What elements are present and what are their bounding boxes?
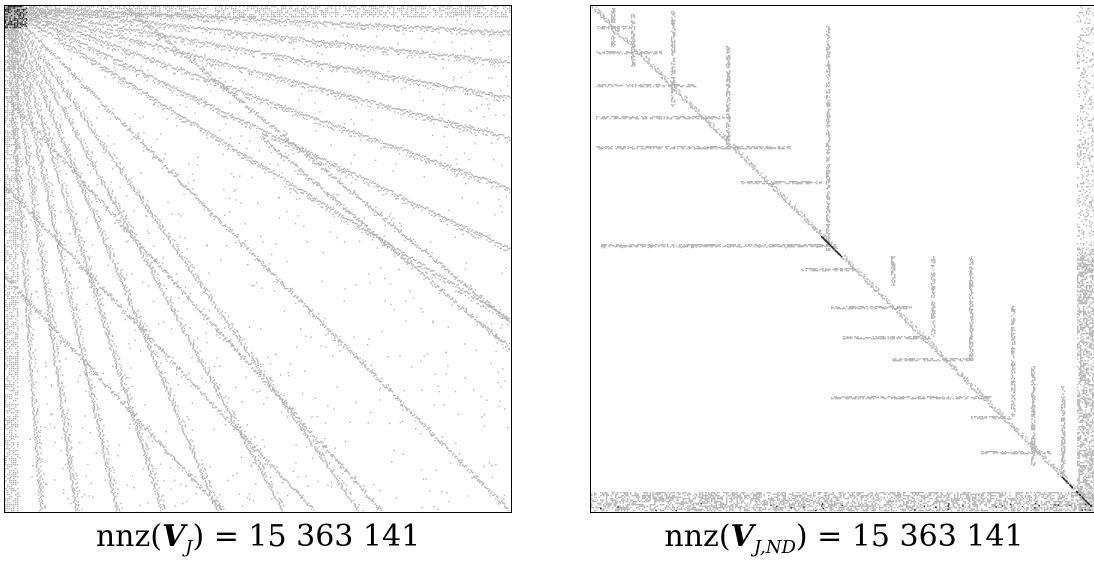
- dense-corner-left-marks: [5, 6, 28, 29]
- caption-right-value: ) = 15 363 141: [795, 519, 1024, 554]
- spy-plot-left: [4, 5, 512, 513]
- caption-left: nnz(VJ) = 15 363 141: [4, 520, 512, 565]
- sparsity-pattern-vjnd: [591, 6, 1094, 512]
- dense-blocks-right: [600, 236, 1093, 512]
- caption-right: nnz(VJ,ND) = 15 363 141: [590, 520, 1094, 565]
- caption-left-subscript: J: [185, 537, 193, 558]
- dense-corner-left: [5, 6, 28, 29]
- nonzero-entries-right: [591, 6, 1094, 512]
- caption-right-matrix: V: [730, 519, 754, 554]
- spy-plot-right: [590, 5, 1094, 513]
- spy-plot-right-panel: nnz(VJ,ND) = 15 363 141: [590, 0, 1094, 558]
- caption-left-matrix: V: [161, 519, 186, 554]
- spy-plot-left-panel: nnz(VJ) = 15 363 141: [4, 0, 514, 558]
- nonzero-entries-left-marks: [5, 6, 511, 512]
- dense-blocks-right-marks: [600, 236, 1093, 512]
- caption-left-value: ) = 15 363 141: [192, 519, 421, 554]
- caption-right-fn: nnz(: [664, 519, 731, 554]
- caption-left-fn: nnz(: [95, 519, 162, 554]
- sparsity-pattern-vj: [5, 6, 511, 512]
- caption-right-subscript: J,ND: [753, 537, 796, 558]
- nonzero-entries-left: [5, 6, 511, 512]
- nonzero-entries-right-marks: [591, 6, 1094, 512]
